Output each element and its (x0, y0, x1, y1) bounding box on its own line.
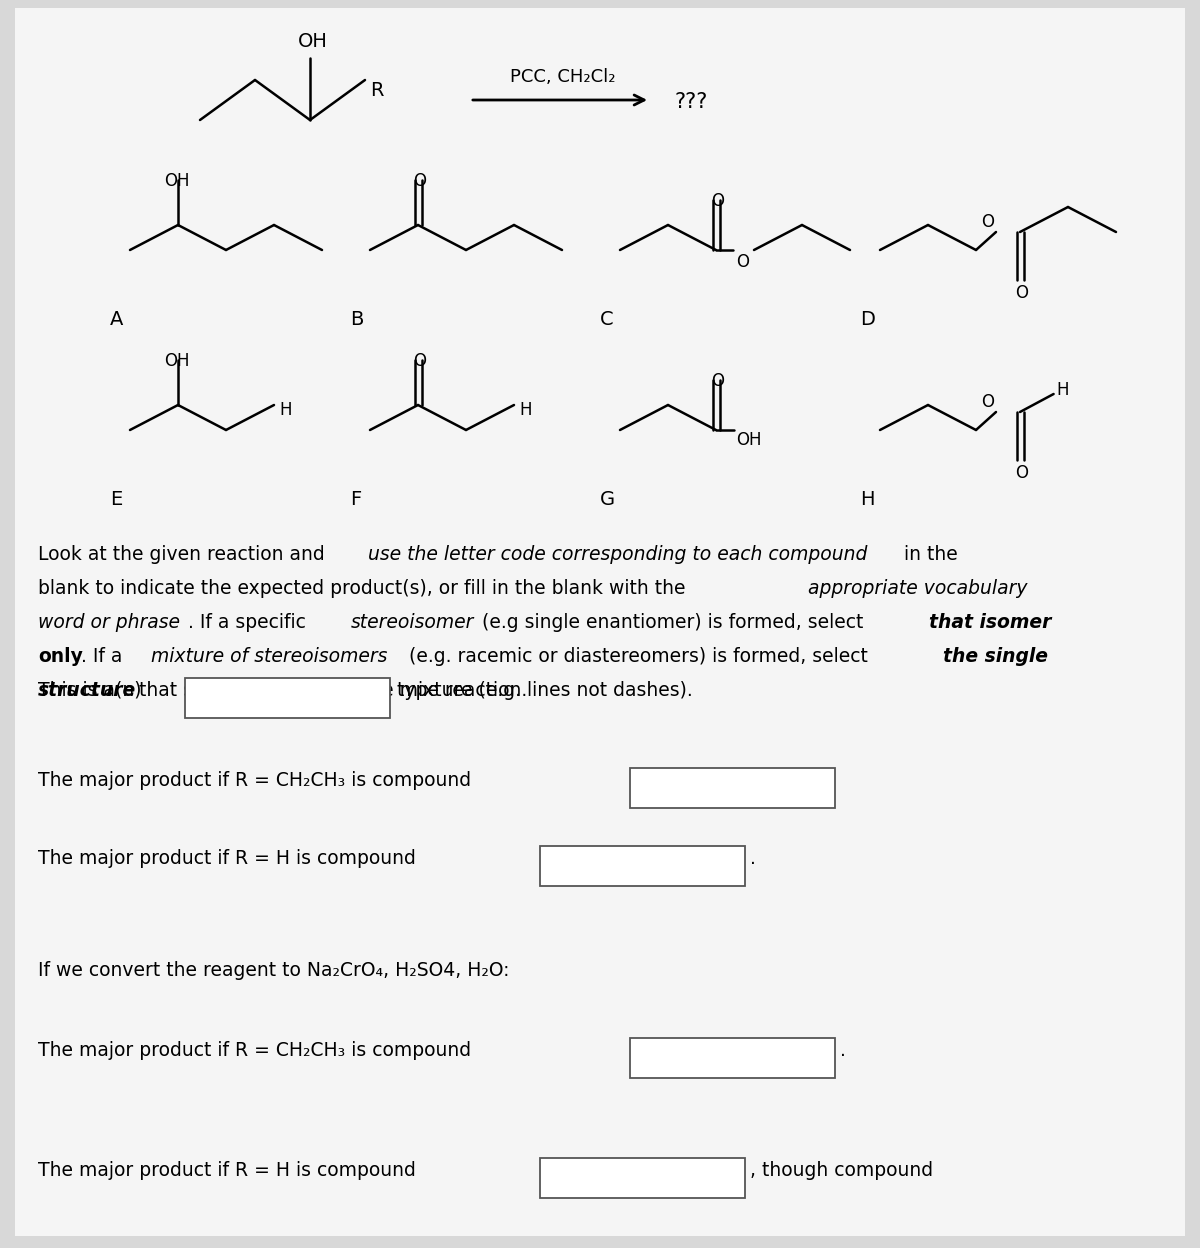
Text: This is a(n): This is a(n) (38, 681, 142, 700)
Text: OH: OH (164, 352, 190, 369)
Text: O: O (710, 192, 724, 210)
Text: O: O (1015, 464, 1028, 482)
Text: stereoisomer: stereoisomer (352, 613, 474, 631)
Text: that isomer: that isomer (929, 613, 1051, 631)
Text: .: . (840, 1041, 846, 1060)
Text: mixture of stereoisomers: mixture of stereoisomers (151, 646, 388, 666)
Text: .: . (750, 849, 756, 869)
Text: O: O (413, 172, 426, 190)
Text: word or phrase: word or phrase (38, 613, 180, 631)
Text: type reaction.: type reaction. (397, 681, 527, 700)
Bar (185, 678, 390, 718)
Text: E: E (110, 490, 122, 509)
Text: appropriate vocabulary: appropriate vocabulary (808, 579, 1027, 598)
Bar (540, 1158, 745, 1198)
Text: OH: OH (298, 32, 328, 51)
Text: OH: OH (164, 172, 190, 190)
Text: Look at the given reaction and: Look at the given reaction and (38, 545, 331, 564)
Text: the single: the single (943, 646, 1048, 666)
Text: O: O (413, 352, 426, 369)
Text: (e.g single enantiomer) is formed, select: (e.g single enantiomer) is formed, selec… (476, 613, 869, 631)
Text: PCC, CH₂Cl₂: PCC, CH₂Cl₂ (510, 67, 616, 86)
Bar (540, 846, 745, 886)
Text: . If a: . If a (82, 646, 128, 666)
Text: ???: ??? (674, 92, 708, 112)
Text: only: only (38, 646, 83, 666)
Text: H: H (1056, 381, 1069, 399)
Text: OH: OH (736, 431, 762, 449)
Text: B: B (350, 310, 364, 329)
Bar (630, 1038, 835, 1078)
Text: H: H (860, 490, 875, 509)
Bar (630, 768, 835, 807)
Text: C: C (600, 310, 613, 329)
Text: A: A (110, 310, 124, 329)
Text: R: R (370, 81, 384, 100)
Text: D: D (860, 310, 875, 329)
Text: use the letter code corresponding to each compound: use the letter code corresponding to eac… (368, 545, 868, 564)
Text: O: O (736, 253, 749, 271)
Text: , though compound: , though compound (750, 1161, 934, 1181)
Text: F: F (350, 490, 361, 509)
Text: The major product if R = H is compound: The major product if R = H is compound (38, 1161, 416, 1181)
Text: O: O (710, 372, 724, 389)
Text: The major product if R = CH₂CH₃ is compound: The major product if R = CH₂CH₃ is compo… (38, 1041, 472, 1060)
Text: The major product if R = CH₂CH₃ is compound: The major product if R = CH₂CH₃ is compo… (38, 771, 472, 790)
Text: in the: in the (898, 545, 958, 564)
Text: blank to indicate the expected product(s), or fill in the blank with the: blank to indicate the expected product(s… (38, 579, 691, 598)
Text: H: H (278, 401, 292, 419)
Text: that shows the appropriate mixture (e.g. lines not dashes).: that shows the appropriate mixture (e.g.… (133, 681, 692, 700)
Text: O: O (982, 213, 994, 231)
Text: structure: structure (38, 681, 137, 700)
Text: If we convert the reagent to Na₂CrO₄, H₂SO4, H₂O:: If we convert the reagent to Na₂CrO₄, H₂… (38, 961, 510, 980)
Text: (e.g. racemic or diastereomers) is formed, select: (e.g. racemic or diastereomers) is forme… (403, 646, 874, 666)
Text: H: H (520, 401, 532, 419)
Text: O: O (982, 393, 994, 411)
Text: O: O (1015, 285, 1028, 302)
Text: . If a specific: . If a specific (188, 613, 312, 631)
Text: The major product if R = H is compound: The major product if R = H is compound (38, 849, 416, 869)
Text: G: G (600, 490, 616, 509)
